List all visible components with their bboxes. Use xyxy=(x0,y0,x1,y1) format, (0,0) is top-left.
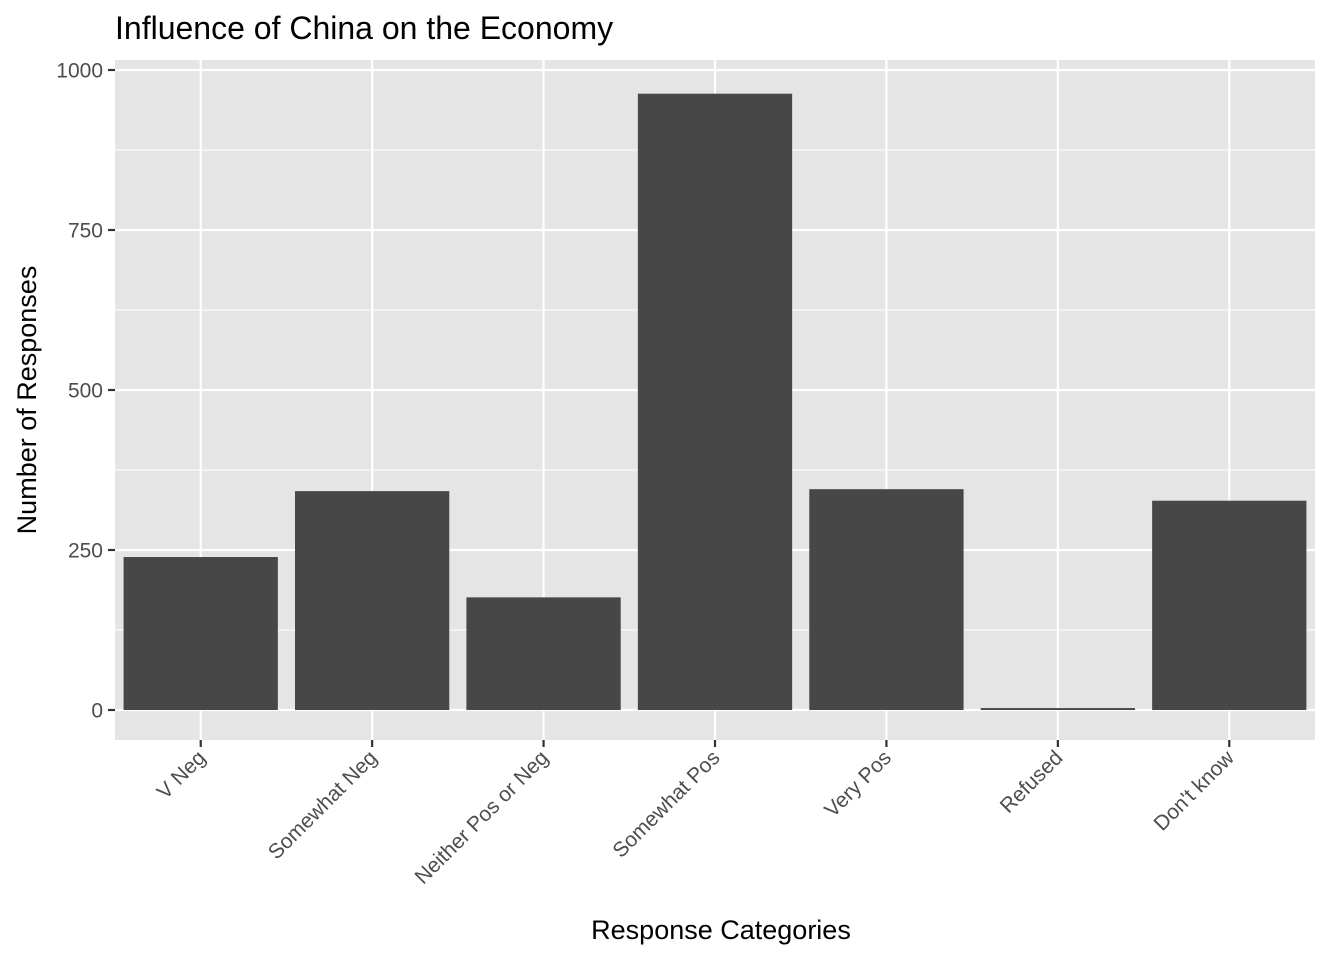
y-tick-label: 500 xyxy=(68,380,103,403)
bars xyxy=(123,93,1307,711)
x-tick-label: V Neg xyxy=(153,746,211,804)
y-tick-label: 0 xyxy=(91,700,103,723)
bar xyxy=(466,597,621,710)
y-axis-title: Number of Responses xyxy=(12,266,42,535)
x-tick-label: Somewhat Pos xyxy=(608,746,724,862)
y-tick-label: 250 xyxy=(68,540,103,563)
bar xyxy=(809,489,964,710)
x-tick-label: Don't know xyxy=(1150,746,1240,836)
x-tick-label: Refused xyxy=(996,746,1068,818)
y-tick-label: 1000 xyxy=(56,60,103,83)
y-axis: 0 250 500 750 1000 xyxy=(56,60,115,723)
bar xyxy=(123,557,278,710)
x-tick-label: Somewhat Neg xyxy=(264,746,382,864)
bar xyxy=(295,491,450,710)
x-tick-label: Very Pos xyxy=(820,746,896,822)
x-axis: V Neg Somewhat Neg Neither Pos or Neg Somew… xyxy=(153,740,1240,889)
x-tick-label: Neither Pos or Neg xyxy=(411,746,554,889)
chart-title: Influence of China on the Economy xyxy=(115,10,613,46)
y-tick-label: 750 xyxy=(68,220,103,243)
x-axis-title: Response Categories xyxy=(591,915,851,945)
bar xyxy=(637,93,793,711)
bar xyxy=(980,708,1135,710)
bar xyxy=(1152,500,1307,710)
